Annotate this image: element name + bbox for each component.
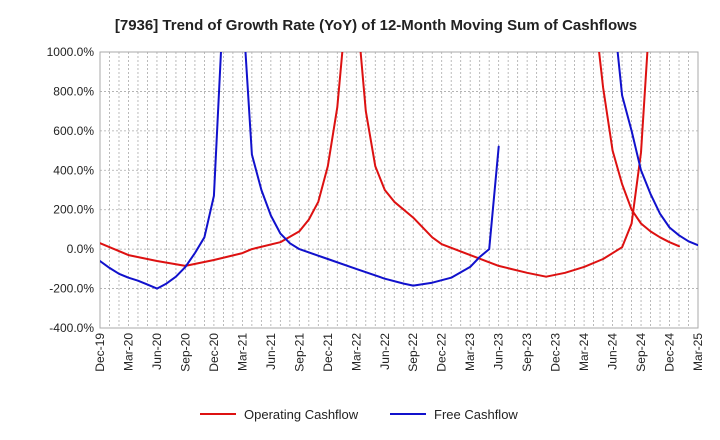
x-tick-label: Sep-24	[634, 333, 648, 372]
x-tick-label: Jun-24	[606, 333, 620, 370]
operating-cashflow-line	[100, 52, 680, 278]
series-lines	[100, 52, 698, 290]
free-cashflow-line	[100, 52, 698, 290]
x-tick-label: Dec-22	[435, 333, 449, 372]
x-tick-label: Dec-20	[207, 333, 221, 372]
y-axis: -400.0% -200.0% 0.0% 200.0% 400.0% 600.0% 800.…	[47, 45, 95, 335]
x-tick-label: Mar-20	[121, 333, 135, 371]
x-tick-label: Mar-22	[349, 333, 363, 371]
y-tick-label: -200.0%	[49, 282, 94, 296]
x-tick-label: Sep-22	[406, 333, 420, 372]
x-tick-label: Sep-21	[292, 333, 306, 372]
x-tick-label: Jun-23	[492, 333, 506, 370]
y-tick-label: 200.0%	[53, 203, 94, 217]
x-tick-label: Dec-21	[321, 333, 335, 372]
y-tick-label: 800.0%	[53, 84, 94, 98]
y-tick-label: 600.0%	[53, 124, 94, 138]
x-tick-label: Mar-25	[691, 333, 705, 371]
x-tick-label: Jun-22	[378, 333, 392, 370]
x-tick-label: Mar-21	[235, 333, 249, 371]
grid-lines	[100, 52, 698, 328]
y-tick-label: 400.0%	[53, 163, 94, 177]
x-tick-label: Sep-20	[178, 333, 192, 372]
y-tick-label: -400.0%	[49, 321, 94, 335]
x-tick-label: Jun-21	[264, 333, 278, 370]
x-tick-label: Mar-23	[463, 333, 477, 371]
plot-area-border	[99, 51, 699, 329]
y-tick-label: 1000.0%	[47, 45, 95, 59]
chart-title: [7936] Trend of Growth Rate (YoY) of 12-…	[115, 17, 637, 34]
legend-label-operating-cashflow: Operating Cashflow	[244, 407, 359, 422]
x-axis: Dec-19 Mar-20 Jun-20 Sep-20 Dec-20 Mar-21 Jun-…	[93, 333, 705, 372]
x-tick-label: Sep-23	[520, 333, 534, 372]
x-tick-label: Jun-20	[150, 333, 164, 370]
legend: Operating Cashflow Free Cashflow	[200, 407, 518, 422]
x-tick-label: Mar-24	[577, 333, 591, 371]
x-tick-label: Dec-23	[549, 333, 563, 372]
y-tick-label: 0.0%	[67, 242, 95, 256]
legend-label-free-cashflow: Free Cashflow	[434, 407, 518, 422]
x-tick-label: Dec-19	[93, 333, 107, 372]
x-tick-label: Dec-24	[663, 333, 677, 372]
